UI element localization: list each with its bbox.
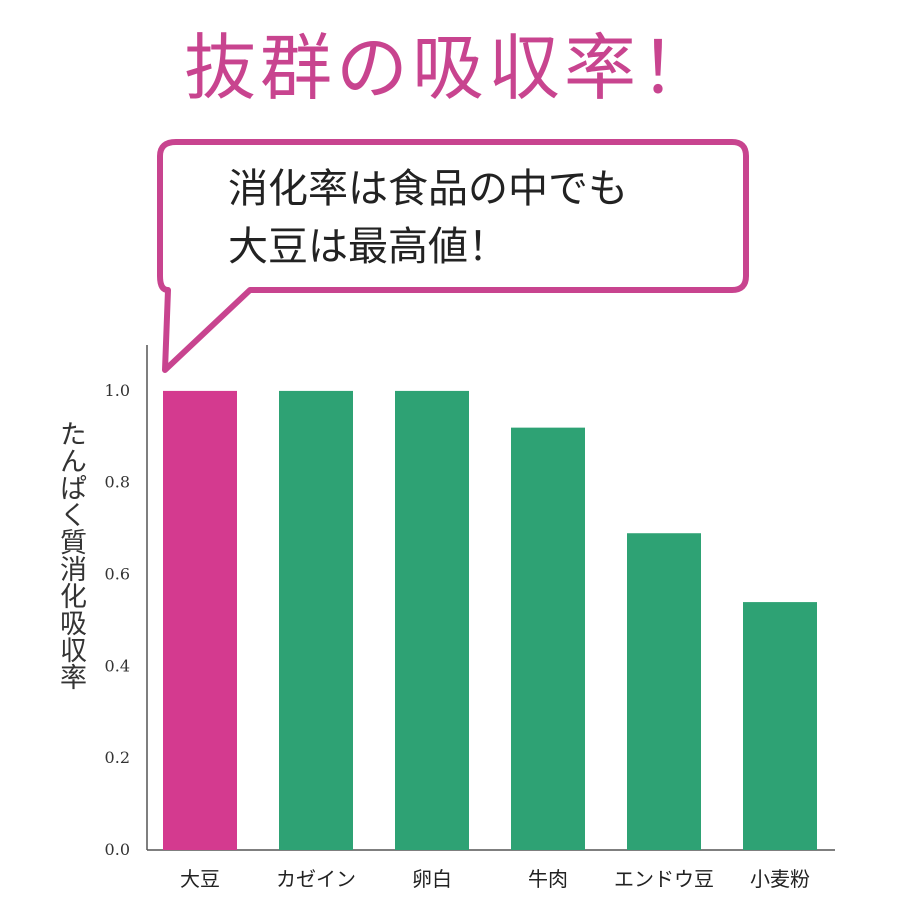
bar-4 [627,533,701,850]
x-tick-label: 卵白 [412,867,452,891]
bar-1 [279,390,353,850]
callout-line-2: 大豆は最高値！ [228,224,508,270]
x-tick-label: エンドウ豆 [614,867,714,891]
bar-2 [395,390,469,850]
x-tick-label: 牛肉 [528,867,568,891]
x-tick-label: 小麦粉 [750,867,810,891]
callout-line-1: 消化率は食品の中でも [228,166,628,212]
y-axis-label: たんぱく質消化吸収率 [55,420,86,690]
bar-3 [511,427,585,850]
chart-bars [163,390,817,850]
y-tick-label: 0.2 [105,748,130,767]
y-tick-label: 1.0 [105,381,130,400]
x-tick-label: 大豆 [180,867,220,891]
headline: 抜群の吸収率！ [183,26,716,110]
y-tick-label: 0.4 [105,656,130,675]
y-tick-labels: 0.0 0.2 0.4 0.6 0.8 1.0 [105,381,130,859]
y-tick-label: 0.0 [105,840,130,859]
chart-axes [146,345,835,851]
x-tick-label: カゼイン [276,867,356,891]
y-tick-label: 0.6 [105,565,130,584]
bar-5 [743,602,817,850]
callout-text: 消化率は食品の中でも 大豆は最高値！ [228,160,728,276]
x-tick-labels: 大豆 カゼイン 卵白 牛肉 エンドウ豆 小麦粉 [180,867,810,891]
y-tick-label: 0.8 [105,473,130,492]
bar-0 [163,390,237,850]
